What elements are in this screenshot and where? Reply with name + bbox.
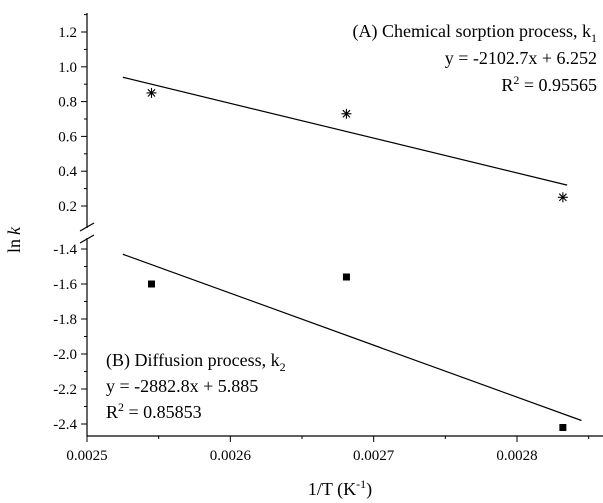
square-point [342, 273, 350, 281]
y-tick-label: 1.0 [58, 60, 77, 76]
y-tick-label: 1.2 [58, 25, 77, 41]
asterisk-point [341, 108, 352, 119]
lower-y-ticks: -1.4 -1.6 -1.8 -2.0 -2.2 -2.4 [53, 242, 87, 433]
annotation-a-line1: (A) Chemical sorption process, k1 [353, 21, 597, 45]
annotation-b-line1: (B) Diffusion process, k2 [106, 350, 286, 374]
square-point [148, 280, 155, 288]
y-tick-label: 0.8 [58, 95, 77, 111]
axis-break-slash [79, 222, 95, 232]
y-tick-label: -1.4 [53, 242, 77, 258]
annotation-b-line3: R2 = 0.85853 [106, 400, 202, 422]
upper-y-ticks: 0.2 0.4 0.6 0.8 1.0 1.2 [58, 14, 87, 215]
fit-line-b [122, 253, 582, 422]
y-tick-label: -1.6 [53, 277, 77, 293]
y-tick-label: -2.4 [53, 417, 77, 433]
x-axis-label: 1/T (K-1) [308, 477, 372, 500]
x-tick-label: 0.0026 [210, 448, 252, 464]
data-points [146, 87, 568, 431]
annotation-b-line2: y = -2882.8x + 5.885 [106, 376, 258, 396]
annotation-a-line3: R2 = 0.95565 [501, 73, 597, 95]
y-tick-label: 0.6 [58, 129, 77, 145]
x-tick-label: 0.0028 [496, 448, 537, 464]
asterisk-point [146, 87, 157, 98]
y-axis-label: lnk [4, 226, 24, 253]
fit-line-a [122, 76, 568, 186]
x-tick-label: 0.0025 [66, 448, 107, 464]
y-tick-label: -1.8 [53, 312, 77, 328]
y-tick-label: 0.2 [58, 199, 77, 215]
asterisk-point [557, 192, 568, 203]
axis-break-slash [79, 234, 95, 244]
square-point [559, 424, 567, 431]
annotation-a-line2: y = -2102.7x + 6.252 [445, 48, 597, 68]
x-tick-label: 0.0027 [353, 448, 395, 464]
y-tick-label: -2.0 [53, 347, 77, 363]
axis-break-marker [79, 222, 95, 244]
y-tick-label: 0.4 [58, 164, 77, 180]
fit-lines [122, 76, 582, 422]
y-tick-label: -2.2 [53, 382, 77, 398]
x-ticks: 0.0025 0.0026 0.0027 0.0028 [66, 436, 590, 464]
